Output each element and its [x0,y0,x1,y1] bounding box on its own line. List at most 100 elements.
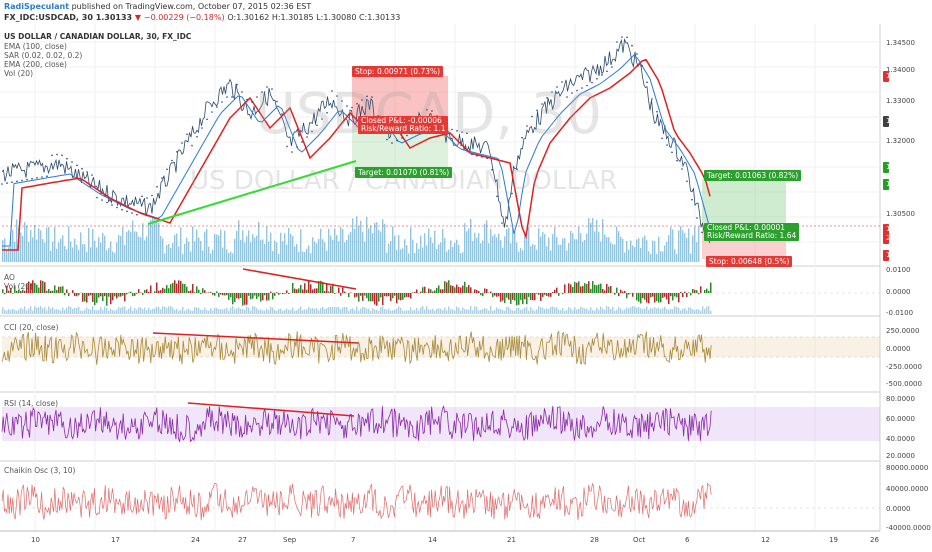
volume-bar [176,233,177,262]
volume-bar [634,247,635,262]
ao-bar [88,293,90,296]
ao-bar [558,293,560,296]
ao-volume-bar [214,308,215,314]
cci-title[interactable]: CCI (20, close) [4,323,59,332]
volume-bar [52,242,53,262]
volume-bar [116,242,117,262]
ao-bar [394,293,396,296]
ao-volume-bar [442,310,443,314]
volume-bar [348,234,349,262]
ao-bar [252,293,254,299]
ao-bar [380,293,382,297]
volume-bar [374,223,375,262]
ao-bar [556,288,558,293]
ao-volume-bar [336,307,337,314]
ao-volume-bar [664,307,665,314]
indicator-sar[interactable]: SAR (0.02, 0.02, 0.2) [4,51,82,60]
position1-stop-label[interactable]: Stop: 0.00971 (0.73%) [352,66,443,77]
author-link[interactable]: RadiSpeculant [4,2,69,11]
volume-bar [32,237,33,262]
volume-bar [310,253,311,262]
volume-bar [154,218,155,262]
volume-bar [350,232,351,262]
ao-volume-bar [286,309,287,314]
volume-bar [286,245,287,262]
ao-volume-bar [486,309,487,314]
volume-bar [388,244,389,262]
ao-volume-bar [340,309,341,314]
volume-bar [26,226,27,262]
volume-bar [124,245,125,262]
volume-bar [334,229,335,262]
ao-bar [518,293,520,305]
ao-bar [672,293,674,300]
position1-target-label[interactable]: Target: 0.01070 (0.81%) [355,167,452,178]
ao-volume-bar [426,306,427,314]
volume-bar [80,232,81,262]
ao-bar [236,293,238,298]
volume-bar [142,223,143,262]
ao-volume-bar [646,306,647,314]
ao-volume-bar [606,306,607,314]
indicator-ema100[interactable]: EMA (100, close) [4,42,67,51]
ao-bar [392,293,394,298]
ao-bar [312,289,314,293]
volume-bar [484,224,485,262]
volume-bar [438,244,439,262]
ao-bar [690,293,692,295]
ao-bar [288,293,290,294]
volume-bar [404,239,405,262]
chart-area[interactable]: USDCAD, 30 US DOLLAR / CANADIAN DOLLAR U… [0,24,932,550]
ao-bar [36,285,38,293]
ao-bar [122,293,124,296]
indicator-volume[interactable]: Vol (20) [4,69,33,78]
chaikin-axis-label: 40000.0000 [886,485,928,493]
ao-volume-bar [234,309,235,314]
ao-volume-bar [300,306,301,314]
volume-bar [688,228,689,262]
volume-bar [462,252,463,262]
ao-volume-bar [480,310,481,314]
ao-bar [540,293,542,301]
ao-bar [386,293,388,296]
ao-bar [90,293,92,295]
ao-volume-bar [464,309,465,314]
volume-bar [572,233,573,262]
volume-bar [262,239,263,262]
ao-volume-bar [354,310,355,314]
ao-bar [270,292,272,293]
ao-bar [676,293,678,297]
ao-bar [164,289,166,293]
ao-bar [606,284,608,293]
ao-volume-bar [292,307,293,314]
ao-bar [438,285,440,293]
indicator-ema200[interactable]: EMA (200, close) [4,60,67,69]
ao-title[interactable]: AO [4,273,15,282]
volume-bar [354,229,355,262]
volume-bar [200,241,201,262]
position2-target-label[interactable]: Target: 0.01063 (0.82%) [704,170,801,181]
ao-bar [696,290,698,293]
ao-bar [76,293,78,296]
position2-stop-label[interactable]: Stop: 0.00648 (0.5%) [706,256,792,267]
ao-vol-title[interactable]: Vol (20) [4,282,33,291]
volume-bar [660,251,661,262]
ao-bar [654,293,656,303]
volume-bar [682,230,683,262]
rsi-title[interactable]: RSI (14, close) [4,399,58,408]
ao-volume-bar [460,311,461,314]
ao-bar [354,293,356,298]
chaikin-title[interactable]: Chaikin Osc (3, 10) [4,466,76,475]
ao-volume-bar [510,310,511,314]
volume-bar [288,228,289,262]
ao-volume-bar [20,308,21,314]
sar-dot [36,177,38,179]
volume-bar [144,240,145,262]
ao-bar [700,286,702,293]
ao-bar [576,283,578,293]
volume-bar [628,250,629,262]
volume-bar [246,236,247,262]
ao-bar [694,290,696,293]
ao-bar [636,293,638,300]
volume-bar [294,246,295,262]
